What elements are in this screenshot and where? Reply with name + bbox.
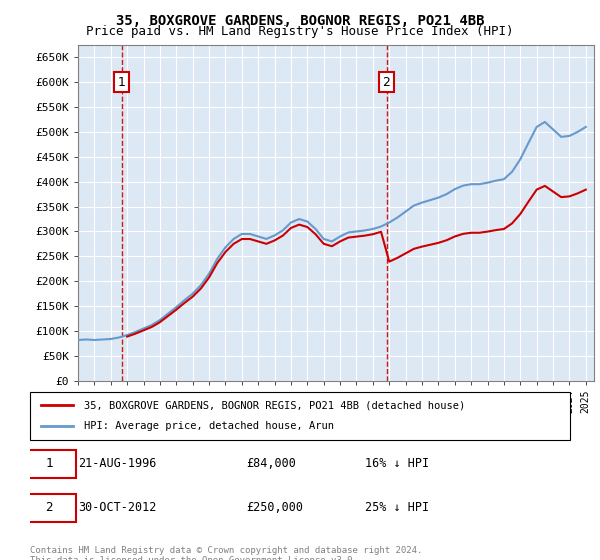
Text: 2: 2 xyxy=(383,76,391,88)
Text: 16% ↓ HPI: 16% ↓ HPI xyxy=(365,458,429,470)
Text: 25% ↓ HPI: 25% ↓ HPI xyxy=(365,501,429,514)
Text: 1: 1 xyxy=(118,76,125,88)
FancyBboxPatch shape xyxy=(25,450,76,478)
Text: 21-AUG-1996: 21-AUG-1996 xyxy=(79,458,157,470)
Text: 35, BOXGROVE GARDENS, BOGNOR REGIS, PO21 4BB: 35, BOXGROVE GARDENS, BOGNOR REGIS, PO21… xyxy=(116,14,484,28)
Text: £84,000: £84,000 xyxy=(246,458,296,470)
Text: 1: 1 xyxy=(45,458,53,470)
Text: Contains HM Land Registry data © Crown copyright and database right 2024.
This d: Contains HM Land Registry data © Crown c… xyxy=(30,546,422,560)
Text: HPI: Average price, detached house, Arun: HPI: Average price, detached house, Arun xyxy=(84,421,334,431)
Text: Price paid vs. HM Land Registry's House Price Index (HPI): Price paid vs. HM Land Registry's House … xyxy=(86,25,514,38)
Text: 2: 2 xyxy=(45,501,53,514)
FancyBboxPatch shape xyxy=(25,494,76,521)
Text: 30-OCT-2012: 30-OCT-2012 xyxy=(79,501,157,514)
Text: 35, BOXGROVE GARDENS, BOGNOR REGIS, PO21 4BB (detached house): 35, BOXGROVE GARDENS, BOGNOR REGIS, PO21… xyxy=(84,400,465,410)
Text: £250,000: £250,000 xyxy=(246,501,303,514)
FancyBboxPatch shape xyxy=(30,392,570,440)
